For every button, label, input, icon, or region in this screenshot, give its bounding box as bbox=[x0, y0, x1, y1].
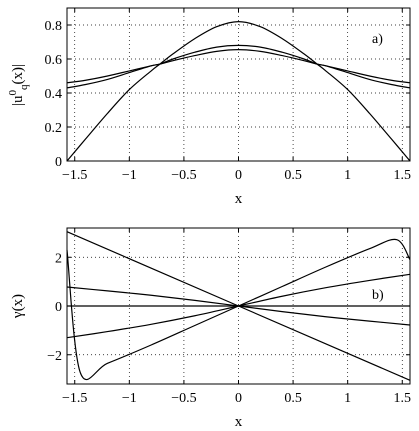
panel-b-series bbox=[66, 231, 411, 381]
x-tick-label: −1 bbox=[122, 168, 137, 183]
x-tick-label: −1.5 bbox=[62, 168, 87, 183]
series-line-2 bbox=[66, 238, 411, 381]
y-tick-label: 0 bbox=[55, 155, 62, 170]
panel-a-series bbox=[66, 20, 411, 162]
panel-a-y-label-sup: 0 bbox=[7, 89, 19, 95]
panel-a-annotation: a) bbox=[372, 32, 383, 47]
series-line-2 bbox=[66, 44, 411, 89]
x-tick-label: −1.5 bbox=[62, 391, 87, 406]
y-tick-label: 2 bbox=[55, 251, 62, 266]
panel-b: −1.5 −1 −0.5 0 0.5 1 1.5 −2 0 2 b) x γ(x) bbox=[10, 227, 411, 430]
panel-a-ticks: −1.5 −1 −0.5 0 0.5 1 1.5 0 0.2 0.4 0.6 0.8 bbox=[45, 8, 412, 183]
y-tick-label: 0 bbox=[55, 300, 62, 315]
x-tick-label: −0.5 bbox=[171, 168, 196, 183]
y-tick-label: 0.6 bbox=[45, 53, 63, 68]
x-tick-label: 1 bbox=[344, 168, 351, 183]
y-tick-label: 0.8 bbox=[45, 19, 63, 34]
panel-a-y-label-sub: q bbox=[18, 84, 30, 90]
panel-a-y-label-main: |u bbox=[10, 95, 26, 106]
x-tick-label: 0 bbox=[235, 391, 242, 406]
series-line-1 bbox=[66, 20, 411, 162]
y-tick-label: 0.2 bbox=[45, 121, 63, 136]
x-tick-label: 1.5 bbox=[394, 391, 412, 406]
panel-b-x-label: x bbox=[235, 414, 243, 430]
panel-b-y-label: γ(x) bbox=[10, 294, 26, 319]
panel-a-y-label: |u0q(x)| bbox=[7, 64, 30, 106]
series-line-3 bbox=[66, 49, 411, 84]
panel-a-x-label: x bbox=[235, 191, 243, 207]
x-tick-label: −1 bbox=[122, 391, 137, 406]
panel-b-ticks: −1.5 −1 −0.5 0 0.5 1 1.5 −2 0 2 bbox=[47, 228, 411, 406]
y-tick-label: 0.4 bbox=[45, 87, 63, 102]
x-tick-label: 0.5 bbox=[284, 391, 302, 406]
panel-b-annotation: b) bbox=[372, 288, 384, 303]
panel-a-grid bbox=[67, 8, 410, 162]
x-tick-label: 1 bbox=[344, 391, 351, 406]
y-tick-label: −2 bbox=[47, 349, 62, 364]
panel-a: −1.5 −1 −0.5 0 0.5 1 1.500.20.40.60.8 a) x |u0… bbox=[7, 7, 412, 207]
panel-a-y-label-tail: (x)| bbox=[10, 64, 26, 85]
x-tick-label: 1.5 bbox=[394, 168, 412, 183]
x-tick-label: 0 bbox=[235, 168, 242, 183]
x-tick-label: 0.5 bbox=[284, 168, 302, 183]
x-tick-label: −0.5 bbox=[171, 391, 196, 406]
